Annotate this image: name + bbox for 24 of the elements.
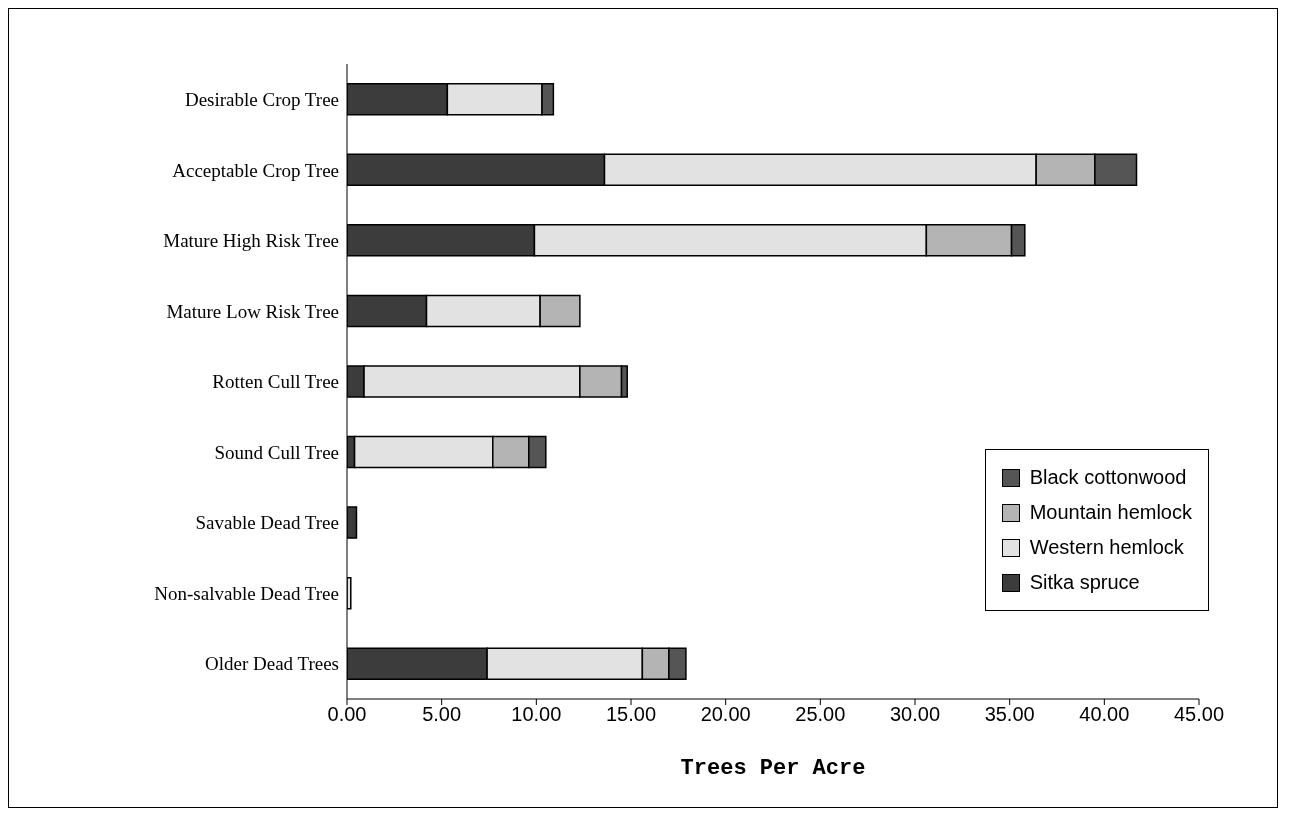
x-tick-label: 10.00 [511, 703, 562, 726]
x-axis-title: Trees Per Acre [680, 756, 866, 781]
legend-label: Sitka spruce [1029, 571, 1140, 594]
y-tick-label: Savable Dead Tree [195, 512, 339, 534]
y-tick-label: Sound Cull Tree [214, 441, 339, 463]
x-tick-label: 0.00 [327, 703, 367, 726]
x-tick-label: 5.00 [422, 703, 462, 726]
y-tick-label: Acceptable Crop Tree [172, 159, 339, 181]
x-tick-label: 30.00 [889, 703, 941, 726]
y-tick-label: Mature Low Risk Tree [166, 300, 339, 322]
legend-label: Black cottonwood [1029, 466, 1187, 489]
x-tick-label: 20.00 [700, 703, 751, 726]
x-tick-label: 25.00 [795, 703, 846, 726]
y-tick-label: Non-salvable Dead Tree [154, 582, 339, 604]
y-tick-label: Older Dead Trees [204, 653, 339, 675]
x-tick-label: 45.00 [1173, 703, 1225, 726]
x-tick-label: 40.00 [1079, 703, 1130, 726]
legend-label: Mountain hemlock [1029, 501, 1192, 524]
legend-label: Western hemlock [1029, 536, 1184, 559]
x-tick-label: 15.00 [605, 703, 657, 726]
x-tick-label: 35.00 [984, 703, 1035, 726]
y-tick-label: Rotten Cull Tree [212, 371, 339, 393]
y-tick-label: Desirable Crop Tree [184, 89, 339, 111]
y-tick-label: Mature High Risk Tree [163, 230, 339, 252]
